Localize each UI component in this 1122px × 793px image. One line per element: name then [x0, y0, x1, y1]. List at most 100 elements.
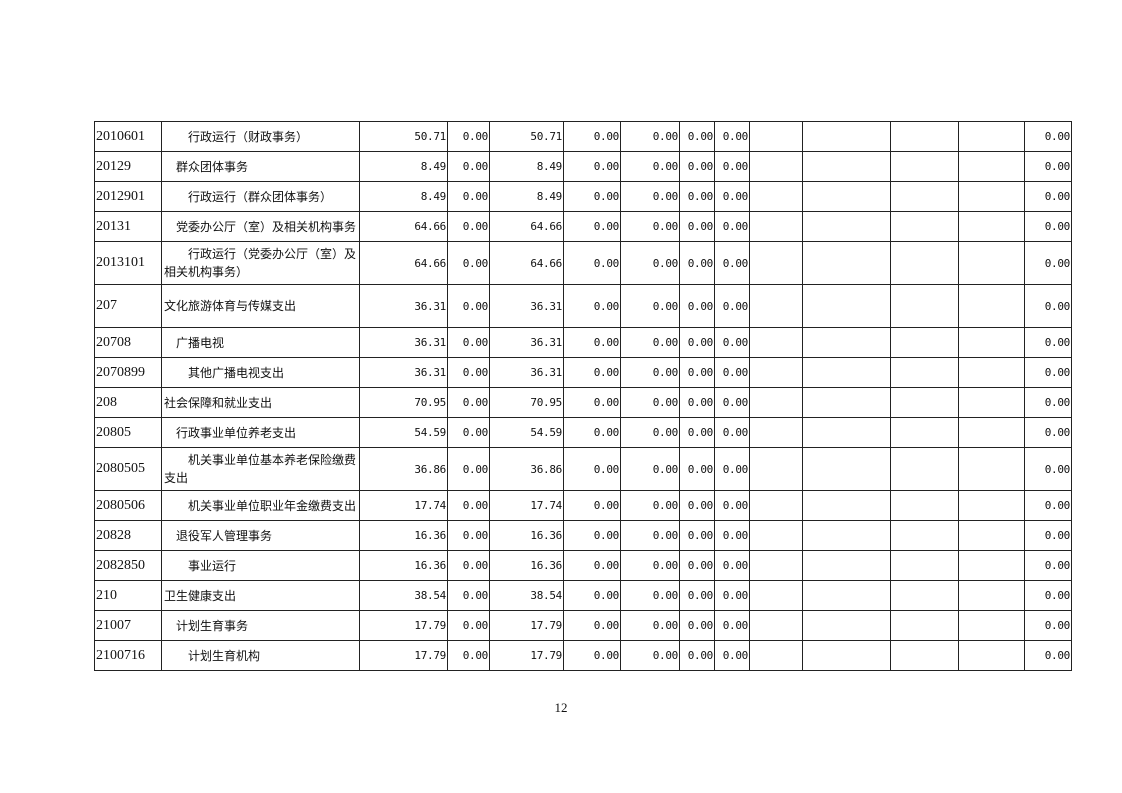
amount-cell: 0.00 — [714, 447, 750, 491]
amount-cell — [890, 520, 959, 551]
amount-cell: 0.00 — [714, 211, 750, 242]
table-body: 2010601 行政运行（财政事务） 50.71 0.00 50.71 0.00 0.00… — [94, 121, 1072, 671]
amount-cell: 50.71 — [489, 121, 564, 152]
amount-cell: 0.00 — [714, 580, 750, 611]
subject-name-cell: 文化旅游体育与传媒支出 — [161, 284, 360, 328]
amount-cell: 54.59 — [359, 417, 448, 448]
amount-cell: 0.00 — [679, 490, 715, 521]
amount-cell: 0.00 — [447, 610, 490, 641]
amount-cell — [802, 550, 891, 581]
amount-cell — [802, 520, 891, 551]
subject-code-cell: 20131 — [94, 211, 162, 242]
amount-cell: 0.00 — [714, 640, 750, 671]
subject-name-cell: 计划生育事务 — [161, 610, 360, 641]
subject-name-cell: 机关事业单位职业年金缴费支出 — [161, 490, 360, 521]
amount-cell — [749, 640, 803, 671]
amount-cell — [802, 490, 891, 521]
amount-cell: 0.00 — [563, 417, 621, 448]
amount-cell: 36.86 — [359, 447, 448, 491]
subject-name-cell: 社会保障和就业支出 — [161, 387, 360, 418]
subject-code-cell: 20708 — [94, 327, 162, 358]
amount-cell: 0.00 — [679, 417, 715, 448]
subject-name-cell: 行政事业单位养老支出 — [161, 417, 360, 448]
amount-cell: 8.49 — [489, 181, 564, 212]
amount-cell: 0.00 — [447, 181, 490, 212]
amount-cell: 0.00 — [679, 121, 715, 152]
amount-cell: 0.00 — [679, 211, 715, 242]
amount-cell: 0.00 — [1024, 417, 1072, 448]
amount-cell: 0.00 — [679, 387, 715, 418]
subject-name-cell: 事业运行 — [161, 550, 360, 581]
table-row: 20805 行政事业单位养老支出 54.59 0.00 54.59 0.00 0.00 0.… — [94, 417, 1072, 448]
amount-cell — [802, 417, 891, 448]
amount-cell: 0.00 — [620, 610, 680, 641]
amount-cell: 0.00 — [714, 610, 750, 641]
amount-cell: 0.00 — [714, 181, 750, 212]
amount-cell: 17.74 — [489, 490, 564, 521]
amount-cell: 0.00 — [679, 181, 715, 212]
amount-cell: 0.00 — [563, 490, 621, 521]
amount-cell — [802, 447, 891, 491]
amount-cell: 36.31 — [359, 357, 448, 388]
amount-cell — [890, 151, 959, 182]
subject-name-cell: 行政运行（财政事务） — [161, 121, 360, 152]
amount-cell: 64.66 — [359, 211, 448, 242]
amount-cell: 0.00 — [620, 181, 680, 212]
amount-cell — [958, 580, 1025, 611]
subject-code-cell: 20129 — [94, 151, 162, 182]
amount-cell — [802, 241, 891, 285]
amount-cell — [890, 121, 959, 152]
table-row: 2010601 行政运行（财政事务） 50.71 0.00 50.71 0.00 0.00… — [94, 121, 1072, 152]
table-row: 21007 计划生育事务 17.79 0.00 17.79 0.00 0.00 0.00 0.… — [94, 610, 1072, 641]
amount-cell — [958, 490, 1025, 521]
amount-cell: 0.00 — [679, 241, 715, 285]
subject-code-cell: 2010601 — [94, 121, 162, 152]
amount-cell: 0.00 — [563, 387, 621, 418]
amount-cell: 70.95 — [359, 387, 448, 418]
expenditure-table: 2010601 行政运行（财政事务） 50.71 0.00 50.71 0.00 0.00… — [94, 121, 1072, 671]
amount-cell: 0.00 — [563, 640, 621, 671]
table-row: 2080505 机关事业单位基本养老保险缴费支出 36.86 0.00 36.86 0.… — [94, 447, 1072, 491]
amount-cell: 0.00 — [447, 121, 490, 152]
amount-cell: 8.49 — [359, 151, 448, 182]
amount-cell: 0.00 — [620, 284, 680, 328]
amount-cell — [958, 447, 1025, 491]
subject-name-cell: 行政运行（群众团体事务） — [161, 181, 360, 212]
amount-cell — [958, 417, 1025, 448]
subject-name-cell: 其他广播电视支出 — [161, 357, 360, 388]
amount-cell: 0.00 — [714, 284, 750, 328]
amount-cell — [958, 327, 1025, 358]
amount-cell — [890, 211, 959, 242]
amount-cell: 8.49 — [489, 151, 564, 182]
amount-cell: 8.49 — [359, 181, 448, 212]
subject-code-cell: 210 — [94, 580, 162, 611]
amount-cell — [749, 520, 803, 551]
subject-code-cell: 2082850 — [94, 550, 162, 581]
amount-cell: 0.00 — [447, 550, 490, 581]
amount-cell: 17.79 — [359, 610, 448, 641]
amount-cell — [802, 284, 891, 328]
amount-cell — [958, 284, 1025, 328]
amount-cell — [958, 151, 1025, 182]
amount-cell: 64.66 — [359, 241, 448, 285]
amount-cell: 0.00 — [620, 121, 680, 152]
amount-cell — [890, 417, 959, 448]
amount-cell — [802, 610, 891, 641]
amount-cell: 0.00 — [1024, 550, 1072, 581]
table-row: 2082850 事业运行 16.36 0.00 16.36 0.00 0.00 0.00 0.… — [94, 550, 1072, 581]
amount-cell: 0.00 — [1024, 520, 1072, 551]
amount-cell: 0.00 — [563, 327, 621, 358]
amount-cell: 0.00 — [447, 580, 490, 611]
amount-cell: 0.00 — [1024, 387, 1072, 418]
amount-cell — [802, 640, 891, 671]
amount-cell — [749, 181, 803, 212]
amount-cell — [749, 241, 803, 285]
amount-cell — [890, 241, 959, 285]
subject-code-cell: 208 — [94, 387, 162, 418]
table-row: 2012901 行政运行（群众团体事务） 8.49 0.00 8.49 0.00 0.00… — [94, 181, 1072, 212]
amount-cell — [749, 610, 803, 641]
amount-cell: 0.00 — [679, 327, 715, 358]
amount-cell: 0.00 — [620, 211, 680, 242]
amount-cell: 0.00 — [447, 447, 490, 491]
subject-code-cell: 2080506 — [94, 490, 162, 521]
